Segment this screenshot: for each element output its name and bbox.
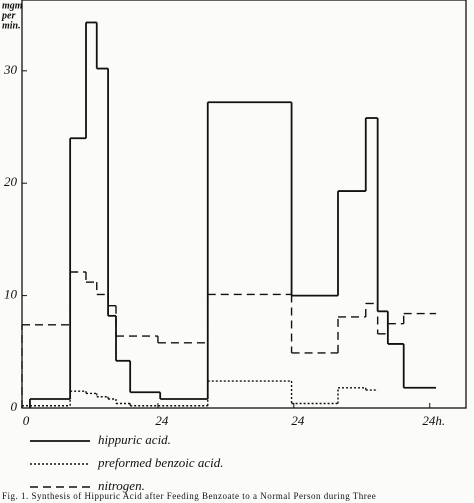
x-tick-label: 24h. — [422, 413, 445, 428]
x-tick-label: 24 — [155, 413, 169, 428]
x-tick-label: 24 — [291, 413, 305, 428]
y-tick-label: 10 — [4, 287, 18, 302]
y-axis-label: min. — [2, 20, 21, 31]
y-tick-label: 0 — [11, 399, 18, 414]
y-tick-label: 30 — [3, 62, 18, 77]
x-tick-label: 0 — [23, 413, 30, 428]
legend-label: nitrogen. — [98, 478, 145, 493]
y-axis-label: mgm — [2, 0, 23, 11]
caption: Fig. 1. Synthesis of Hippuric Acid after… — [2, 491, 376, 501]
legend-label: hippuric acid. — [98, 432, 171, 447]
legend-label: preformed benzoic acid. — [97, 455, 224, 470]
y-axis-label: per — [1, 10, 15, 21]
plot-frame — [21, 0, 467, 409]
y-tick-label: 20 — [4, 174, 18, 189]
